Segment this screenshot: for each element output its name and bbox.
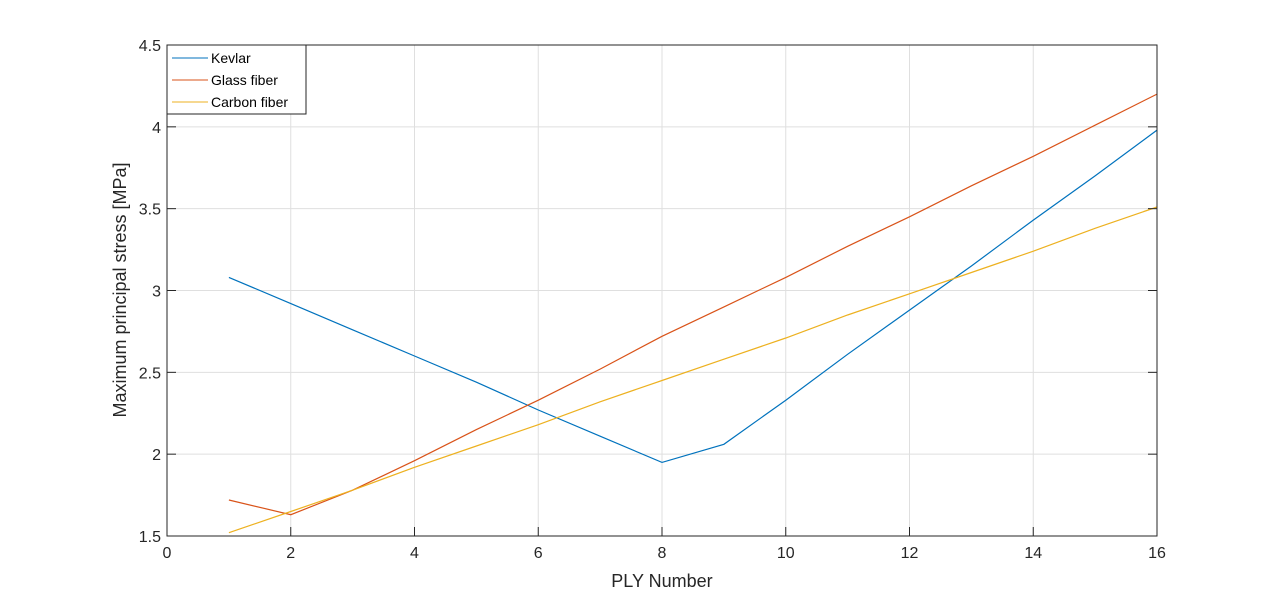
x-tick-label: 8 [658, 545, 667, 562]
y-tick-label: 2.5 [139, 365, 161, 382]
y-axis-title: Maximum principal stress [MPa] [110, 162, 130, 417]
legend-label-kevlar: Kevlar [211, 50, 251, 66]
data-series [228, 93, 1158, 534]
x-tick-label: 2 [286, 545, 295, 562]
legend-label-carbon-fiber: Carbon fiber [211, 94, 288, 110]
y-tick-label: 1.5 [139, 529, 161, 546]
x-tick-label: 0 [163, 545, 172, 562]
x-tick-label: 4 [410, 545, 419, 562]
y-tick-label: 4 [152, 120, 161, 137]
series-line-kevlar [228, 129, 1158, 464]
legend: Kevlar Glass fiber Carbon fiber [166, 44, 307, 115]
legend-label-glass-fiber: Glass fiber [211, 72, 278, 88]
x-tick-label: 6 [534, 545, 543, 562]
y-tick-label: 3 [152, 284, 161, 301]
x-tick-label: 16 [1148, 545, 1166, 562]
y-tick-label: 2 [152, 447, 161, 464]
x-axis-title: PLY Number [611, 571, 712, 591]
x-tick-label: 10 [777, 545, 795, 562]
y-tick-label: 3.5 [139, 202, 161, 219]
axis-ticks: 0 2 4 6 8 10 12 14 16 1.5 2 2.5 3 3.5 4 4.5 [139, 38, 1166, 562]
x-tick-label: 14 [1024, 545, 1042, 562]
series-line-glass-fiber [228, 93, 1158, 516]
x-tick-label: 12 [901, 545, 919, 562]
series-line-carbon-fiber [228, 206, 1158, 534]
y-tick-label: 4.5 [139, 38, 161, 55]
